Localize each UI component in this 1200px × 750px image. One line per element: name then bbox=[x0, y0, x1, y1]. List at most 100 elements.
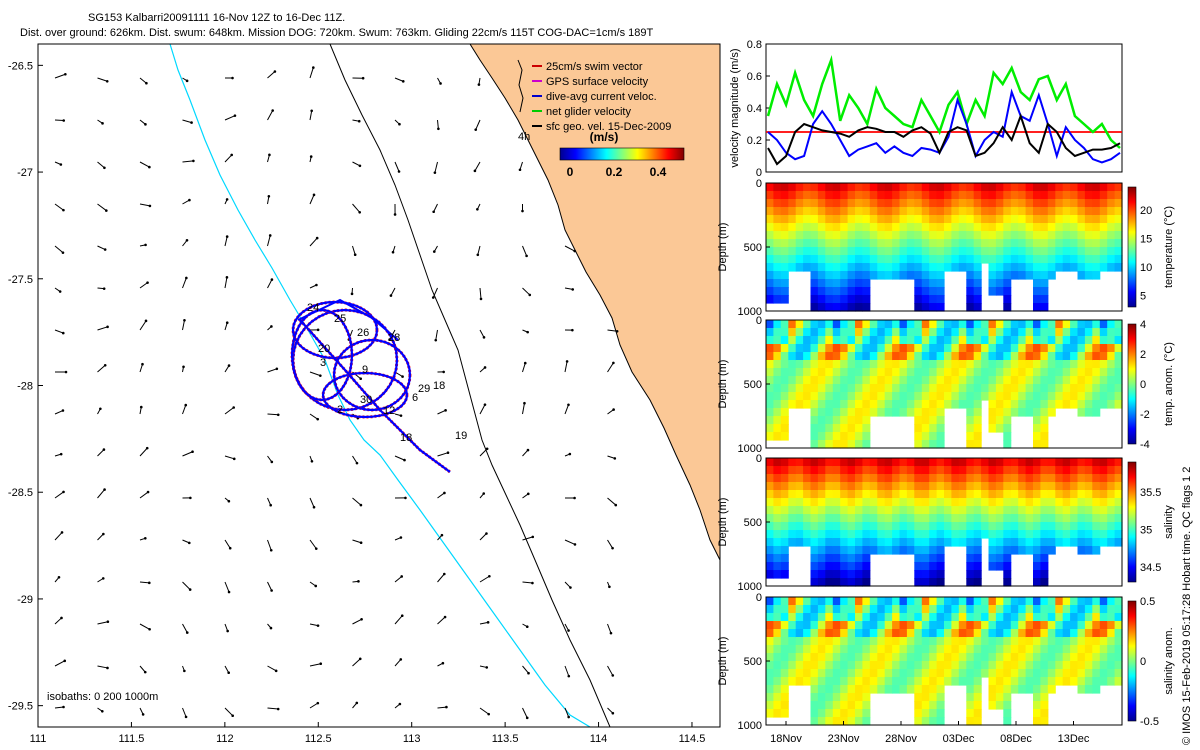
section-cell bbox=[973, 466, 982, 475]
section-cell bbox=[1092, 376, 1101, 385]
section-cell bbox=[966, 562, 975, 571]
section-cell bbox=[921, 693, 930, 702]
section-cell bbox=[855, 239, 863, 248]
section-cell bbox=[1077, 538, 1086, 547]
velocity-arrowhead bbox=[103, 248, 107, 251]
section-cell bbox=[1055, 215, 1064, 224]
section-cell bbox=[966, 352, 975, 361]
section-cell bbox=[958, 376, 967, 385]
section-cell bbox=[914, 474, 923, 483]
section-cell bbox=[832, 629, 841, 638]
section-cell bbox=[810, 538, 819, 547]
section-cell bbox=[766, 199, 774, 208]
section-cell bbox=[766, 352, 774, 361]
section-cell bbox=[951, 637, 960, 646]
section-cell bbox=[973, 613, 982, 622]
velocity-arrowhead bbox=[357, 580, 360, 583]
section-cell bbox=[1084, 328, 1093, 337]
section-cell bbox=[981, 344, 990, 353]
section-cell bbox=[869, 498, 878, 507]
section-cell bbox=[766, 360, 774, 369]
section-cell bbox=[862, 677, 871, 686]
section-cell bbox=[1010, 685, 1019, 694]
section-cell bbox=[921, 570, 930, 579]
section-cell bbox=[780, 621, 789, 630]
map-ytick-label: -26.5 bbox=[8, 60, 33, 72]
section-cell bbox=[944, 239, 952, 248]
section-cell bbox=[1033, 207, 1041, 216]
section-cell bbox=[855, 295, 863, 304]
section-cell bbox=[921, 629, 930, 638]
section-cell bbox=[973, 474, 982, 483]
section-cell bbox=[795, 605, 804, 614]
section-cell bbox=[944, 677, 952, 686]
section-cell bbox=[780, 432, 789, 441]
section-cell bbox=[936, 605, 945, 614]
section-cell bbox=[855, 522, 863, 531]
section-cell bbox=[847, 328, 856, 337]
section-cell bbox=[1010, 466, 1019, 475]
velocity-arrow bbox=[97, 665, 108, 669]
section-cell bbox=[825, 344, 834, 353]
section-cell bbox=[1055, 360, 1064, 369]
section-cell bbox=[929, 677, 938, 686]
section-cell bbox=[1084, 215, 1093, 224]
section-cell bbox=[766, 506, 774, 515]
section-cell bbox=[1033, 709, 1041, 718]
velocity-arrowhead bbox=[183, 669, 186, 673]
section-cell bbox=[1099, 183, 1108, 192]
section-cell bbox=[803, 653, 812, 662]
section-cell bbox=[817, 498, 826, 507]
section-cell bbox=[788, 490, 797, 499]
section-cell bbox=[1114, 629, 1123, 638]
section-cell bbox=[773, 392, 782, 401]
section-cell bbox=[847, 183, 856, 192]
velocity-arrowhead bbox=[62, 490, 65, 494]
section-cell bbox=[884, 263, 893, 272]
section-cell bbox=[803, 368, 812, 377]
velocity-arrow bbox=[394, 77, 404, 82]
section-cell bbox=[1114, 376, 1123, 385]
section-cell bbox=[1018, 661, 1027, 670]
section-cell bbox=[795, 247, 804, 256]
section-cell bbox=[1033, 506, 1041, 515]
section-cell bbox=[966, 392, 975, 401]
section-cell bbox=[944, 199, 952, 208]
legend-label: sfc geo. vel. 15-Dec-2009 bbox=[546, 121, 671, 133]
section-cell bbox=[1070, 482, 1079, 491]
section-cell bbox=[973, 685, 982, 694]
velocity-arrow bbox=[224, 154, 233, 163]
section-cell bbox=[1003, 597, 1012, 606]
section-cell bbox=[1047, 239, 1056, 248]
section-cell bbox=[1077, 239, 1086, 248]
section-cell bbox=[803, 352, 812, 361]
velocity-arrowhead bbox=[148, 204, 152, 208]
map-xtick-label: 114.5 bbox=[679, 733, 706, 745]
section-cell bbox=[855, 538, 863, 547]
section-cell bbox=[929, 408, 938, 417]
section-cell bbox=[944, 320, 952, 329]
section-cell bbox=[1033, 530, 1041, 539]
section-cell bbox=[929, 669, 938, 678]
section-cell bbox=[906, 352, 915, 361]
section-cell bbox=[869, 605, 878, 614]
section-cell bbox=[1018, 223, 1027, 232]
section-cell bbox=[840, 352, 849, 361]
section-cell bbox=[832, 424, 841, 433]
section-cell bbox=[817, 424, 826, 433]
velocity-arrowhead bbox=[231, 714, 234, 717]
section-cell bbox=[995, 191, 1004, 200]
section-cell bbox=[817, 538, 826, 547]
velocity-arrowhead bbox=[571, 288, 575, 291]
section-cell bbox=[951, 613, 960, 622]
section-cell bbox=[936, 482, 945, 491]
section-cell bbox=[788, 661, 797, 670]
velocity-arrowhead bbox=[139, 405, 143, 409]
section-cell bbox=[906, 376, 915, 385]
section-cell bbox=[995, 231, 1004, 240]
section-cell bbox=[877, 392, 886, 401]
velocity-arrowhead bbox=[275, 367, 279, 371]
section-cell bbox=[892, 199, 901, 208]
